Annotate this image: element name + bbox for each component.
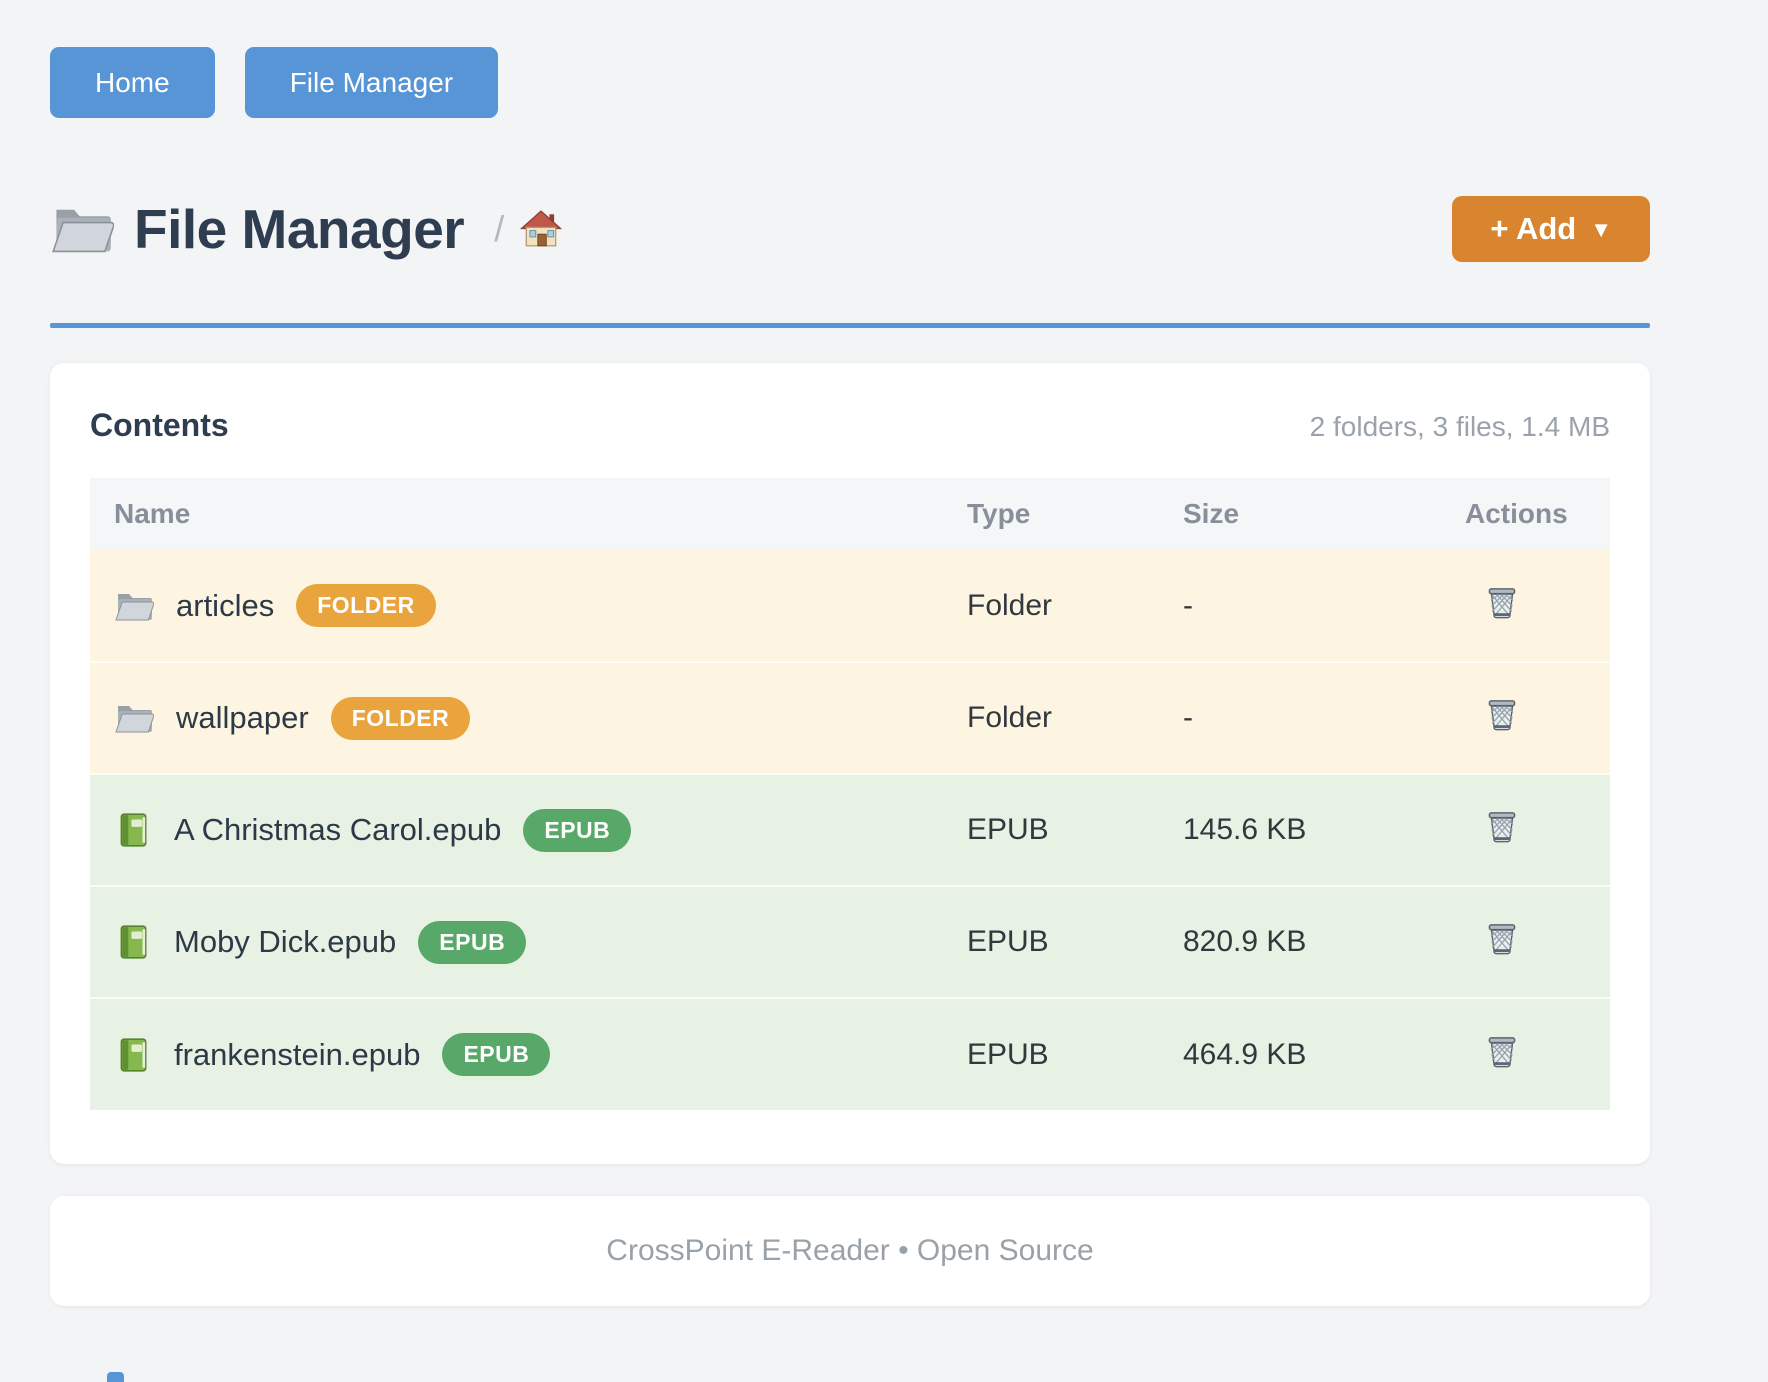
trash-icon [1481, 806, 1523, 846]
delete-button[interactable] [1481, 806, 1523, 846]
delete-button[interactable] [1481, 582, 1523, 622]
size-cell: 464.9 KB [1183, 997, 1465, 1110]
delete-button[interactable] [1481, 1031, 1523, 1071]
table-row[interactable]: articles FOLDER Folder - [90, 550, 1610, 662]
file-name-link[interactable]: articles [176, 587, 275, 623]
page-title: File Manager [134, 198, 465, 260]
file-name-link[interactable]: frankenstein.epub [174, 1036, 421, 1072]
house-icon[interactable] [520, 209, 562, 249]
book-icon [114, 811, 152, 849]
contents-summary: 2 folders, 3 files, 1.4 MB [1309, 411, 1610, 442]
type-cell: EPUB [967, 997, 1183, 1110]
trash-icon [1481, 918, 1523, 958]
type-badge: FOLDER [296, 584, 436, 627]
type-cell: EPUB [967, 885, 1183, 998]
book-icon [114, 923, 152, 961]
file-name-link[interactable]: A Christmas Carol.epub [174, 812, 502, 847]
size-cell: - [1183, 550, 1465, 662]
table-row[interactable]: Moby Dick.epub EPUB EPUB 820.9 KB [90, 885, 1610, 998]
type-badge: EPUB [442, 1033, 551, 1076]
footer-text: CrossPoint E-Reader • Open Source [606, 1234, 1094, 1267]
column-header-actions: Actions [1465, 478, 1610, 550]
column-header-name: Name [90, 478, 967, 550]
footer: CrossPoint E-Reader • Open Source [50, 1196, 1650, 1306]
folder-icon [50, 200, 115, 258]
delete-button[interactable] [1481, 694, 1523, 734]
partial-element [107, 1372, 124, 1382]
type-badge: EPUB [418, 920, 527, 964]
contents-card: Contents 2 folders, 3 files, 1.4 MB Name… [50, 363, 1650, 1164]
delete-button[interactable] [1481, 918, 1523, 958]
file-table: Name Type Size Actions articles FOLDER F… [90, 478, 1610, 1110]
title-divider [50, 323, 1650, 328]
column-header-size: Size [1183, 478, 1465, 550]
type-cell: Folder [967, 661, 1183, 774]
page-title-group: File Manager [50, 197, 465, 261]
contents-title: Contents [90, 407, 229, 443]
chevron-down-icon: ▼ [1590, 217, 1612, 242]
size-cell: - [1183, 661, 1465, 774]
file-name-link[interactable]: Moby Dick.epub [174, 924, 397, 959]
trash-icon [1481, 1031, 1523, 1071]
home-nav-button[interactable]: Home [50, 47, 215, 118]
type-cell: Folder [967, 550, 1183, 662]
breadcrumb: / [494, 208, 562, 250]
folder-icon [114, 700, 155, 736]
type-cell: EPUB [967, 773, 1183, 886]
table-row[interactable]: frankenstein.epub EPUB EPUB 464.9 KB [90, 997, 1610, 1110]
add-button[interactable]: + Add ▼ [1452, 196, 1650, 262]
column-header-type: Type [967, 478, 1183, 550]
table-row[interactable]: A Christmas Carol.epub EPUB EPUB 145.6 K… [90, 773, 1610, 886]
file-name-link[interactable]: wallpaper [176, 700, 309, 735]
book-icon [114, 1036, 152, 1074]
table-row[interactable]: wallpaper FOLDER Folder - [90, 661, 1610, 774]
trash-icon [1481, 694, 1523, 734]
table-header-row: Name Type Size Actions [90, 478, 1610, 550]
type-badge: FOLDER [330, 696, 471, 740]
breadcrumb-separator: / [494, 208, 505, 249]
type-badge: EPUB [523, 808, 632, 852]
add-button-label: + Add [1490, 211, 1577, 246]
size-cell: 820.9 KB [1183, 885, 1465, 998]
folder-icon [114, 588, 155, 624]
top-nav: Home File Manager [50, 47, 1650, 118]
size-cell: 145.6 KB [1183, 773, 1465, 886]
page-header: File Manager / + Add ▼ [50, 196, 1650, 262]
file-manager-nav-button[interactable]: File Manager [244, 47, 499, 118]
page: Home File Manager File Manager / + Add ▼… [50, 0, 1650, 1306]
trash-icon [1481, 582, 1523, 622]
contents-card-header: Contents 2 folders, 3 files, 1.4 MB [90, 407, 1610, 444]
